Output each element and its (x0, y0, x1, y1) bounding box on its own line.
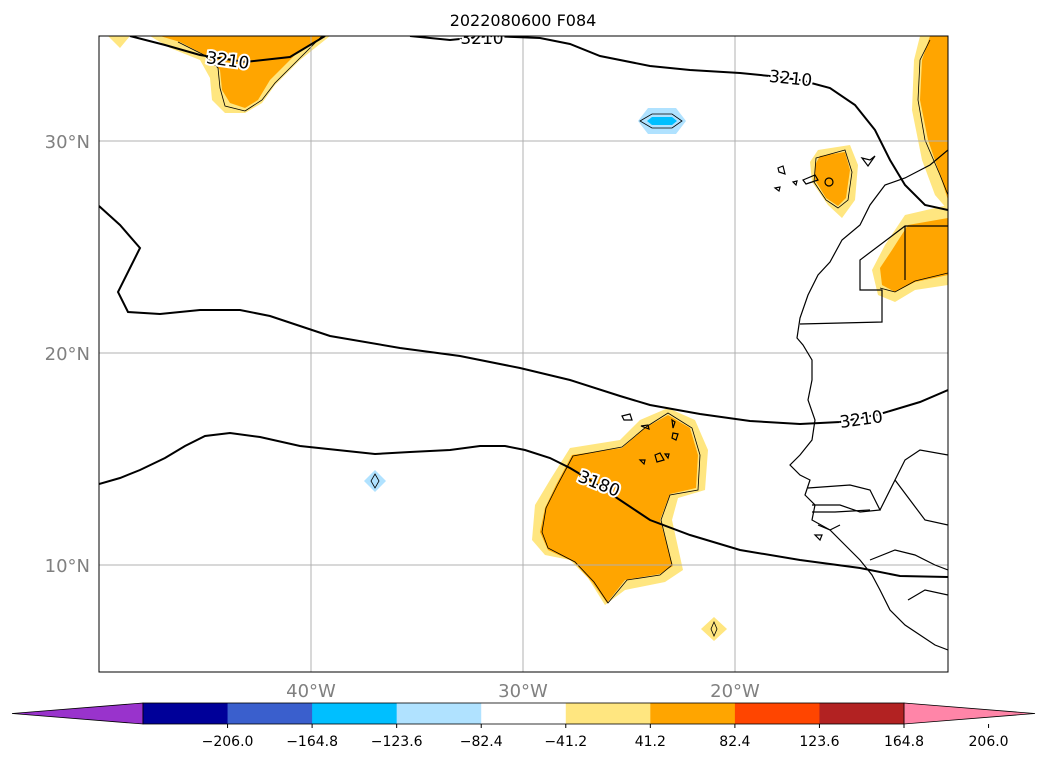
colorbar-tick-label: −164.8 (286, 734, 338, 750)
lat-label-20n: 20°N (45, 344, 90, 365)
lat-label-30n: 30°N (45, 132, 90, 153)
colorbar-extend-high (903, 702, 1036, 725)
colorbar-segments (11, 702, 1036, 725)
positive-anomaly-region-core (880, 218, 948, 292)
colorbar-tick-label: 206.0 (969, 734, 1009, 750)
colorbar-tick-label: −41.2 (544, 734, 587, 750)
positive-anomaly-spot (701, 617, 727, 641)
contour-label: 3210 (460, 29, 503, 49)
positive-anomaly-region-core (920, 36, 948, 200)
positive-anomaly-spot (108, 36, 130, 48)
colorbar-tick-label: 82.4 (719, 734, 750, 750)
lon-label-30w: 30°W (498, 681, 548, 702)
negative-anomaly-spot (364, 470, 386, 492)
contour-3210-south (99, 205, 948, 426)
colorbar-tick-label: 41.2 (635, 734, 666, 750)
gridlines (99, 36, 948, 672)
colorbar-tick-label: 164.8 (884, 734, 924, 750)
lon-label-40w: 40°W (286, 681, 336, 702)
colorbar-segment (312, 703, 398, 724)
colorbar-extend-low (11, 702, 144, 725)
map-frame (98, 35, 949, 673)
colorbar-tick-label: −206.0 (202, 734, 254, 750)
geopotential-contours (99, 36, 948, 578)
colorbar-segment (650, 703, 736, 724)
colorbar-frame (142, 702, 905, 725)
map-content: 3210 3210 3210 3210 3180 (99, 29, 948, 672)
colorbar-segment (819, 703, 905, 724)
colorbar-ticks: −206.0 −164.8 −123.6 −82.4 −41.2 41.2 82.4 123.… (202, 724, 1009, 750)
positive-anomaly-region-core (815, 152, 850, 206)
colorbar-segment (396, 703, 482, 724)
figure-title: 2022080600 F084 (450, 11, 597, 30)
colorbar: −206.0 −164.8 −123.6 −82.4 −41.2 41.2 82.4 123.… (11, 702, 1036, 750)
colorbar-segment (143, 703, 229, 724)
contour-3210-north (129, 36, 326, 64)
contour-3180 (99, 431, 948, 578)
colorbar-tick-label: −123.6 (371, 734, 423, 750)
colorbar-segment (227, 703, 313, 724)
positive-anomaly-region-core (160, 36, 322, 108)
contour-3210-north-east (409, 36, 948, 211)
colorbar-tick-label: −82.4 (460, 734, 503, 750)
colorbar-tick-label: 123.6 (799, 734, 839, 750)
negative-anomaly-spot-core (647, 117, 677, 125)
contour-label: 3210 (768, 67, 813, 91)
lon-label-20w: 20°W (710, 681, 760, 702)
lat-label-10n: 10°N (45, 556, 90, 577)
colorbar-segment (734, 703, 820, 724)
longitude-labels: 40°W 30°W 20°W (286, 681, 760, 702)
anomaly-outlines (177, 36, 948, 638)
colorbar-segment (481, 703, 567, 724)
colorbar-segment (565, 703, 651, 724)
coastlines (621, 149, 948, 651)
latitude-labels: 30°N 20°N 10°N (45, 132, 90, 577)
